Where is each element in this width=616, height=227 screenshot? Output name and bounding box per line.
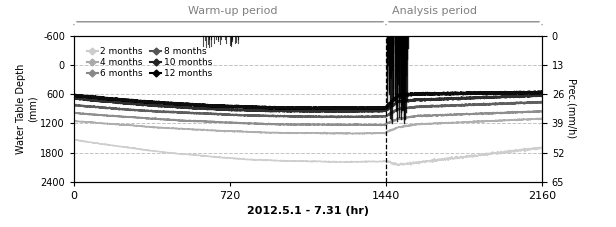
Y-axis label: Prec.(mm/h): Prec.(mm/h) (565, 79, 575, 139)
Legend: 2 months, 4 months, 6 months, 8 months, 10 months, 12 months: 2 months, 4 months, 6 months, 8 months, … (83, 44, 216, 81)
Y-axis label: Water Table Depth
(mm): Water Table Depth (mm) (16, 64, 38, 154)
X-axis label: 2012.5.1 - 7.31 (hr): 2012.5.1 - 7.31 (hr) (247, 206, 369, 216)
Text: Analysis period: Analysis period (392, 6, 477, 16)
Text: Warm-up period: Warm-up period (188, 6, 278, 16)
